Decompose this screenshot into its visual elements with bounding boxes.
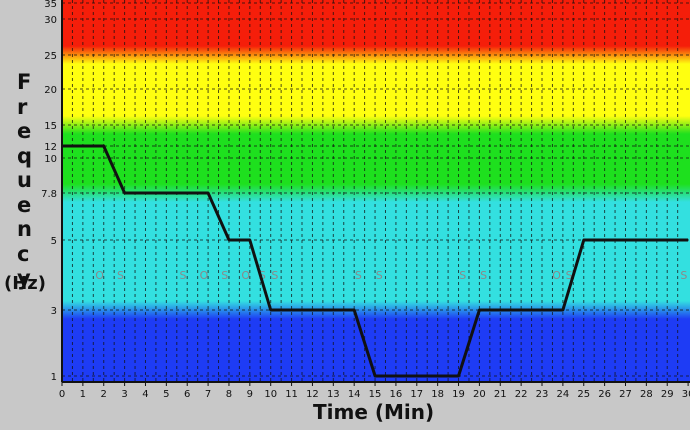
x-tick-label: 30	[682, 389, 690, 400]
x-tick-label: 16	[390, 389, 403, 400]
y-tick-label: 15	[44, 121, 57, 132]
y-axis-label-letter: n	[17, 217, 32, 241]
x-tick-label: 24	[557, 389, 570, 400]
y-axis-label-letter: u	[17, 168, 32, 192]
x-tick-label: 26	[598, 389, 611, 400]
x-tick-label: 10	[264, 389, 277, 400]
y-tick-label: 30	[44, 15, 57, 26]
event-marker: O	[95, 269, 104, 282]
y-axis-label-letter: c	[17, 241, 30, 266]
y-tick-label: 10	[44, 154, 57, 165]
event-marker: O	[241, 269, 250, 282]
x-axis-label: Time (Min)	[313, 400, 435, 424]
y-axis-label-letter: q	[17, 143, 33, 168]
x-tick-label: 25	[577, 389, 590, 400]
x-tick-label: 23	[536, 389, 549, 400]
event-marker: S	[459, 269, 466, 282]
event-marker: S	[376, 269, 383, 282]
x-tick-label: 18	[431, 389, 444, 400]
event-marker: S	[117, 269, 124, 282]
x-tick-label: 28	[640, 389, 653, 400]
x-tick-label: 8	[226, 389, 232, 400]
x-tick-label: 5	[163, 389, 169, 400]
x-tick-label: 13	[327, 389, 340, 400]
x-tick-label: 4	[142, 389, 148, 400]
x-tick-label: 19	[452, 389, 465, 400]
y-axis-label-letter: y	[17, 266, 31, 290]
y-axis-label-letter: F	[17, 70, 32, 94]
event-marker: S	[180, 269, 187, 282]
x-tick-label: 1	[80, 389, 86, 400]
y-tick-label: 35	[44, 0, 57, 10]
y-axis-label-letter: r	[17, 94, 28, 119]
event-marker: O	[200, 269, 209, 282]
x-tick-label: 21	[494, 389, 507, 400]
x-tick-label: 17	[410, 389, 423, 400]
x-tick-label: 29	[661, 389, 674, 400]
x-tick-label: 3	[121, 389, 127, 400]
event-marker: S	[271, 269, 278, 282]
y-tick-label: 25	[44, 51, 57, 62]
x-tick-label: 14	[348, 389, 361, 400]
y-axis-unit: (Hz)	[4, 273, 46, 294]
event-marker: S	[566, 269, 573, 282]
x-tick-label: 22	[515, 389, 528, 400]
y-tick-label: 3	[51, 306, 57, 317]
x-tick-label: 0	[59, 389, 65, 400]
event-marker: S	[259, 269, 266, 282]
event-marker: S	[480, 269, 487, 282]
x-tick-label: 11	[285, 389, 298, 400]
y-tick-label: 5	[51, 236, 57, 247]
x-tick-label: 7	[205, 389, 211, 400]
x-tick-label: 27	[619, 389, 632, 400]
frequency-line	[62, 144, 689, 378]
x-tick-label: 20	[473, 389, 486, 400]
y-tick-label: 1	[51, 372, 57, 383]
y-tick-label: 20	[44, 85, 57, 96]
x-tick-label: 15	[369, 389, 382, 400]
y-axis-label-letter: e	[17, 192, 32, 217]
event-marker: S	[355, 269, 362, 282]
y-axis-label-letter: e	[17, 119, 32, 143]
event-marker: O	[552, 269, 561, 282]
x-tick-label: 12	[306, 389, 319, 400]
x-tick-label: 9	[247, 389, 253, 400]
event-marker: S	[221, 269, 228, 282]
x-tick-label: 2	[101, 389, 107, 400]
y-tick-label: 12	[44, 142, 57, 153]
y-tick-label: 7.8	[41, 189, 57, 200]
x-tick-label: 6	[184, 389, 190, 400]
event-marker: S	[680, 269, 687, 282]
